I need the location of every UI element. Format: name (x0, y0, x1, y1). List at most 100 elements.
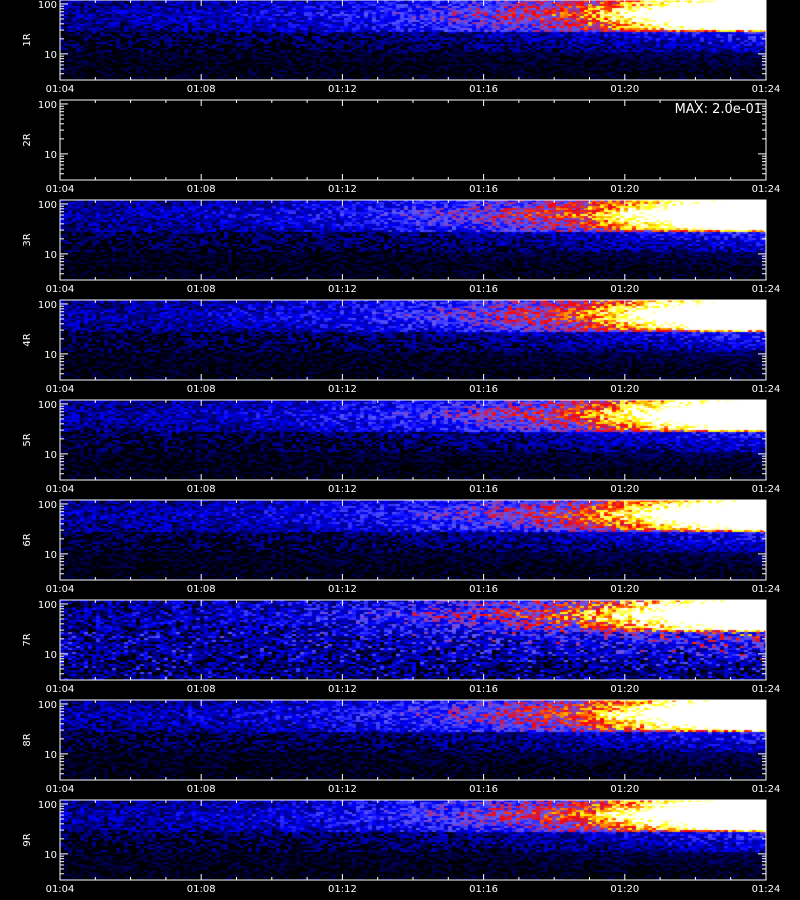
x-tick-label: 01:16 (469, 84, 498, 95)
panel-4r: 01:04 01:08 01:12 01:16 01:20 01:24 100 10 4R MAX… (22, 299, 781, 395)
y-tick-label: 10 (44, 350, 57, 361)
x-tick-label: 01:16 (469, 184, 498, 195)
x-tick-label: 01:04 (46, 884, 75, 895)
max-label: MAX: 1.9e+01 (668, 302, 762, 317)
x-tick-label: 01:16 (469, 784, 498, 795)
panel-label: 2R (22, 133, 33, 146)
y-tick-label: 100 (38, 700, 57, 711)
y-tick-label: 100 (38, 200, 57, 211)
panel-6r: 01:04 01:08 01:12 01:16 01:20 01:24 100 10 6R MAX… (22, 499, 781, 595)
y-tick-label: 10 (44, 250, 57, 261)
max-label: MAX: 2.0e-01 (675, 102, 762, 117)
panel-label: 7R (22, 633, 33, 646)
x-tick-label: 01:16 (469, 384, 498, 395)
x-tick-label: 01:20 (610, 884, 639, 895)
max-label: MAX: 1.3e+01 (668, 402, 762, 417)
heatmap-3r (60, 200, 766, 280)
x-tick-label: 01:08 (187, 584, 216, 595)
x-tick-label: 01:12 (328, 384, 357, 395)
panel-label: 9R (22, 833, 33, 846)
x-tick-label: 01:20 (610, 484, 639, 495)
x-tick-label: 01:16 (469, 584, 498, 595)
x-tick-label: 01:20 (610, 84, 639, 95)
y-tick-label: 100 (38, 100, 57, 111)
x-tick-label: 01:08 (187, 184, 216, 195)
x-tick-label: 01:12 (328, 584, 357, 595)
panel-label: 5R (22, 433, 33, 446)
x-tick-label: 01:04 (46, 384, 75, 395)
x-tick-label: 01:08 (187, 384, 216, 395)
panel-label: 1R (22, 33, 33, 46)
y-tick-label: 10 (44, 150, 57, 161)
x-tick-label: 01:24 (752, 884, 781, 895)
panel-7r: 01:04 01:08 01:12 01:16 01:20 01:24 100 10 7R MAX… (22, 599, 781, 695)
x-tick-label: 01:20 (610, 184, 639, 195)
y-tick-label: 100 (38, 500, 57, 511)
heatmap-2r (60, 100, 766, 180)
heatmap-9r (60, 800, 766, 880)
heatmap-1r (60, 0, 766, 80)
x-tick-label: 01:12 (328, 684, 357, 695)
heatmap-6r (60, 500, 766, 580)
y-tick-label: 10 (44, 650, 57, 661)
max-label: MAX: 1.9e+01 (668, 502, 762, 517)
x-tick-label: 01:12 (328, 84, 357, 95)
x-tick-label: 01:04 (46, 784, 75, 795)
x-tick-label: 01:12 (328, 184, 357, 195)
max-label: MAX: 1.9e+01 (668, 802, 762, 817)
y-tick-label: 100 (38, 600, 57, 611)
x-tick-label: 01:04 (46, 684, 75, 695)
x-tick-label: 01:04 (46, 184, 75, 195)
x-tick-label: 01:04 (46, 84, 75, 95)
panel-3r: 01:04 01:08 01:12 01:16 01:20 01:24 100 10 3R MAX… (22, 199, 781, 295)
x-tick-label: 01:12 (328, 784, 357, 795)
x-tick-label: 01:24 (752, 784, 781, 795)
y-tick-label: 100 (38, 0, 57, 11)
x-tick-label: 01:08 (187, 484, 216, 495)
panel-1r: 01:04 01:08 01:12 01:16 01:20 01:24 100 10 1R MAX… (22, 0, 780, 95)
x-tick-label: 01:08 (187, 884, 216, 895)
heatmap-4r (60, 300, 766, 380)
x-tick-label: 01:16 (469, 884, 498, 895)
x-tick-label: 01:24 (752, 284, 781, 295)
y-tick-label: 100 (38, 800, 57, 811)
y-tick-label: 100 (38, 300, 57, 311)
max-label: MAX: 1.3e+01 (668, 2, 762, 17)
panel-label: 8R (22, 733, 33, 746)
y-tick-label: 10 (44, 50, 57, 61)
x-tick-label: 01:16 (469, 484, 498, 495)
x-tick-label: 01:04 (46, 584, 75, 595)
heatmap-5r (60, 400, 766, 480)
y-tick-label: 10 (44, 550, 57, 561)
panel-5r: 01:04 01:08 01:12 01:16 01:20 01:24 100 10 5R MAX… (22, 399, 780, 495)
x-tick-label: 01:12 (328, 284, 357, 295)
x-tick-label: 01:24 (752, 184, 781, 195)
x-tick-label: 01:20 (610, 384, 639, 395)
panel-9r: 01:04 01:08 01:12 01:16 01:20 01:24 100 10 9R MAX… (22, 799, 781, 895)
x-tick-label: 01:08 (187, 784, 216, 795)
x-tick-label: 01:24 (752, 584, 781, 595)
y-tick-label: 100 (38, 400, 57, 411)
panel-label: 3R (22, 233, 33, 246)
panel-label: 6R (22, 533, 33, 546)
panel-label: 4R (22, 333, 33, 346)
max-label: MAX: 1.9e+01 (668, 702, 762, 717)
panel-2r: 01:04 01:08 01:12 01:16 01:20 01:24 100 10 2R MAX… (22, 99, 781, 195)
x-tick-label: 01:20 (610, 284, 639, 295)
x-tick-label: 01:20 (610, 684, 639, 695)
x-tick-label: 01:08 (187, 284, 216, 295)
heatmap-7r (60, 600, 766, 680)
x-tick-label: 01:12 (328, 484, 357, 495)
x-tick-label: 01:04 (46, 284, 75, 295)
panel-8r: 01:04 01:08 01:12 01:16 01:20 01:24 100 10 8R MAX… (22, 699, 781, 795)
max-label: MAX: 1.2e+01 (668, 202, 762, 217)
x-tick-label: 01:08 (187, 84, 216, 95)
x-tick-label: 01:12 (328, 884, 357, 895)
x-tick-label: 01:24 (752, 384, 781, 395)
x-tick-label: 01:04 (46, 484, 75, 495)
x-tick-label: 01:20 (610, 784, 639, 795)
x-tick-label: 01:16 (469, 284, 498, 295)
y-tick-label: 10 (44, 450, 57, 461)
x-tick-label: 01:24 (752, 684, 781, 695)
